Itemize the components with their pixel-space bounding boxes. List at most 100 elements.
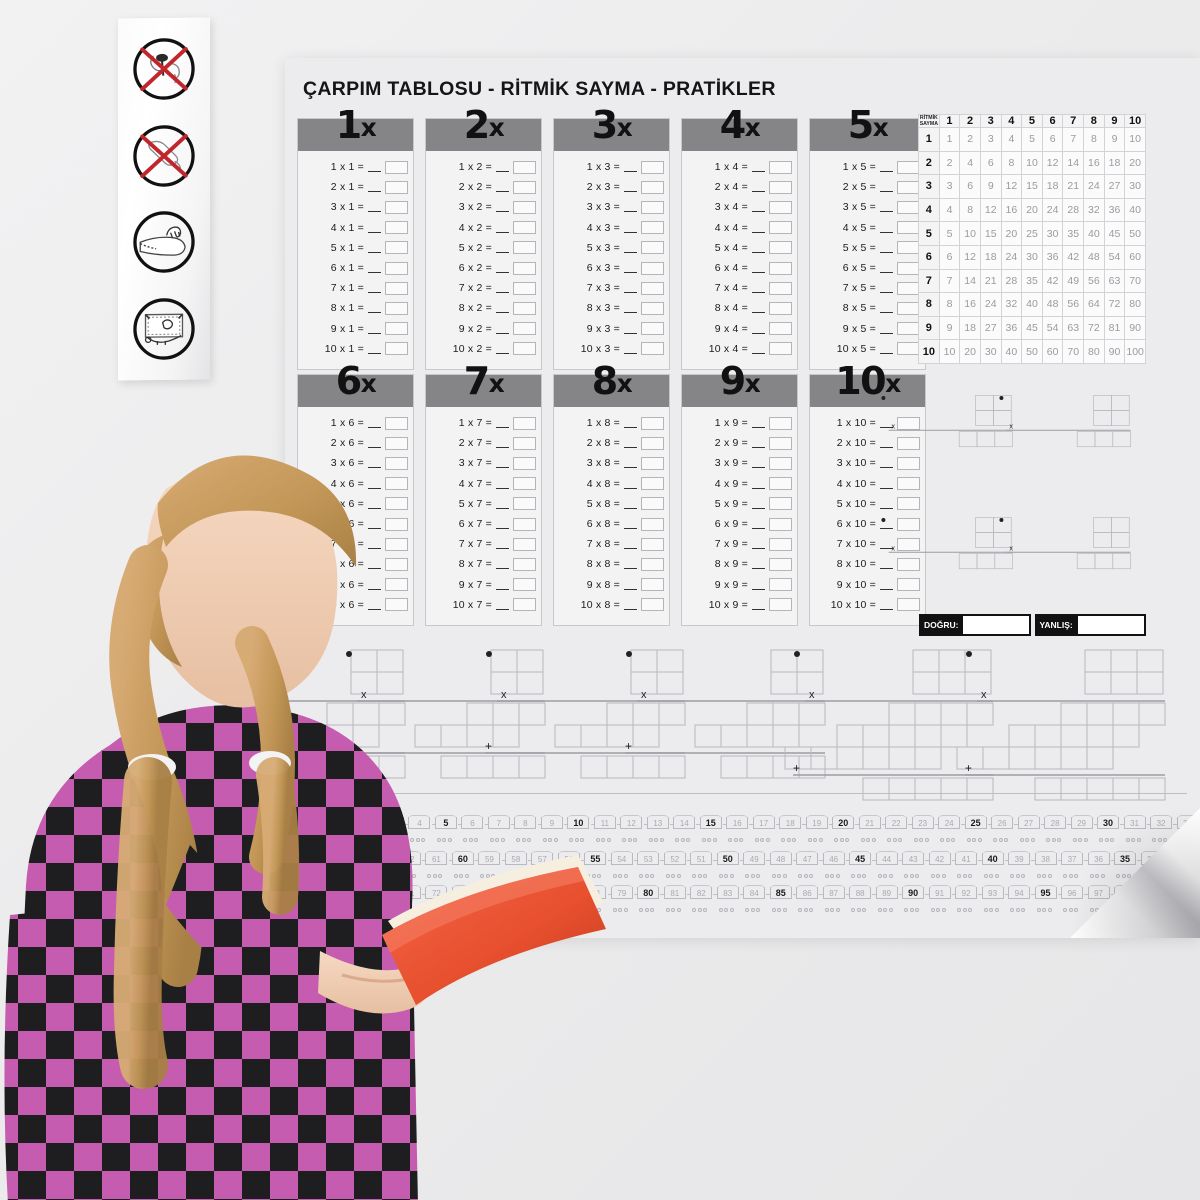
wrong-value-field[interactable] [1077,616,1144,634]
answer-box[interactable] [513,537,536,551]
answer-blank-line[interactable] [752,438,765,449]
answer-blank-line[interactable] [880,479,893,489]
answer-blank-line[interactable] [880,182,893,193]
answer-box[interactable] [897,322,920,336]
answer-blank-line[interactable] [624,202,637,213]
practice-problem-small[interactable]: x [881,498,1031,596]
answer-blank-line[interactable] [624,283,637,294]
answer-blank-line[interactable] [752,559,765,570]
answer-blank-line[interactable] [880,418,893,429]
answer-box[interactable] [385,517,408,531]
answer-blank-line[interactable] [752,519,765,530]
answer-box[interactable] [385,241,408,255]
answer-blank-line[interactable] [496,182,509,193]
answer-blank-line[interactable] [880,458,893,469]
answer-blank-line[interactable] [496,580,509,590]
answer-blank-line[interactable] [880,243,893,253]
answer-blank-line[interactable] [624,303,637,314]
answer-blank-line[interactable] [752,539,765,550]
answer-blank-line[interactable] [624,243,637,253]
answer-box[interactable] [769,557,792,571]
answer-blank-line[interactable] [368,202,381,213]
answer-box[interactable] [385,200,408,214]
answer-box[interactable] [385,557,408,571]
answer-blank-line[interactable] [752,263,765,274]
practice-problem-long[interactable]: x+ [625,646,853,786]
answer-blank-line[interactable] [368,539,381,550]
answer-blank-line[interactable] [496,559,509,570]
answer-box[interactable] [385,342,408,356]
answer-box[interactable] [513,456,536,470]
answer-box[interactable] [513,517,536,531]
answer-blank-line[interactable] [368,303,381,314]
answer-blank-line[interactable] [752,182,765,193]
answer-blank-line[interactable] [880,324,893,334]
answer-box[interactable] [769,261,792,275]
answer-blank-line[interactable] [752,223,765,233]
answer-box[interactable] [385,537,408,551]
answer-box[interactable] [385,436,408,450]
answer-blank-line[interactable] [496,600,509,610]
answer-blank-line[interactable] [624,580,637,590]
answer-box[interactable] [897,598,920,612]
answer-box[interactable] [897,517,920,531]
answer-box[interactable] [385,598,408,612]
answer-blank-line[interactable] [624,479,637,489]
answer-blank-line[interactable] [496,458,509,469]
answer-blank-line[interactable] [624,519,637,530]
answer-blank-line[interactable] [496,223,509,233]
answer-blank-line[interactable] [624,539,637,550]
answer-blank-line[interactable] [368,418,381,429]
answer-box[interactable] [641,456,664,470]
answer-blank-line[interactable] [880,580,893,590]
answer-box[interactable] [641,436,664,450]
answer-blank-line[interactable] [496,479,509,489]
answer-box[interactable] [385,497,408,511]
answer-box[interactable] [769,537,792,551]
answer-box[interactable] [769,200,792,214]
answer-box[interactable] [897,281,920,295]
answer-blank-line[interactable] [752,580,765,590]
answer-blank-line[interactable] [880,223,893,233]
answer-box[interactable] [513,477,536,491]
answer-box[interactable] [641,160,664,174]
answer-box[interactable] [385,281,408,295]
answer-blank-line[interactable] [368,580,381,590]
correct-value-field[interactable] [963,616,1029,634]
answer-box[interactable] [769,281,792,295]
answer-box[interactable] [897,537,920,551]
answer-box[interactable] [513,598,536,612]
answer-box[interactable] [641,578,664,592]
answer-blank-line[interactable] [624,162,637,173]
answer-blank-line[interactable] [752,324,765,334]
answer-box[interactable] [769,322,792,336]
answer-box[interactable] [897,160,920,174]
answer-blank-line[interactable] [496,499,509,509]
answer-blank-line[interactable] [368,344,381,354]
answer-box[interactable] [513,261,536,275]
answer-box[interactable] [641,517,664,531]
answer-box[interactable] [641,180,664,194]
answer-box[interactable] [897,578,920,592]
practice-problem-long[interactable]: x+ [956,646,1193,801]
answer-box[interactable] [385,160,408,174]
answer-blank-line[interactable] [368,223,381,233]
answer-box[interactable] [513,241,536,255]
answer-box[interactable] [513,221,536,235]
answer-blank-line[interactable] [752,344,765,354]
answer-blank-line[interactable] [368,600,381,610]
answer-blank-line[interactable] [752,600,765,610]
answer-box[interactable] [513,301,536,315]
answer-box[interactable] [513,578,536,592]
answer-blank-line[interactable] [624,600,637,610]
answer-blank-line[interactable] [368,162,381,173]
answer-box[interactable] [641,322,664,336]
answer-blank-line[interactable] [624,458,637,469]
answer-blank-line[interactable] [368,243,381,253]
answer-blank-line[interactable] [496,418,509,429]
answer-blank-line[interactable] [880,303,893,314]
answer-box[interactable] [769,301,792,315]
answer-blank-line[interactable] [496,539,509,550]
answer-blank-line[interactable] [368,519,381,530]
answer-box[interactable] [897,301,920,315]
